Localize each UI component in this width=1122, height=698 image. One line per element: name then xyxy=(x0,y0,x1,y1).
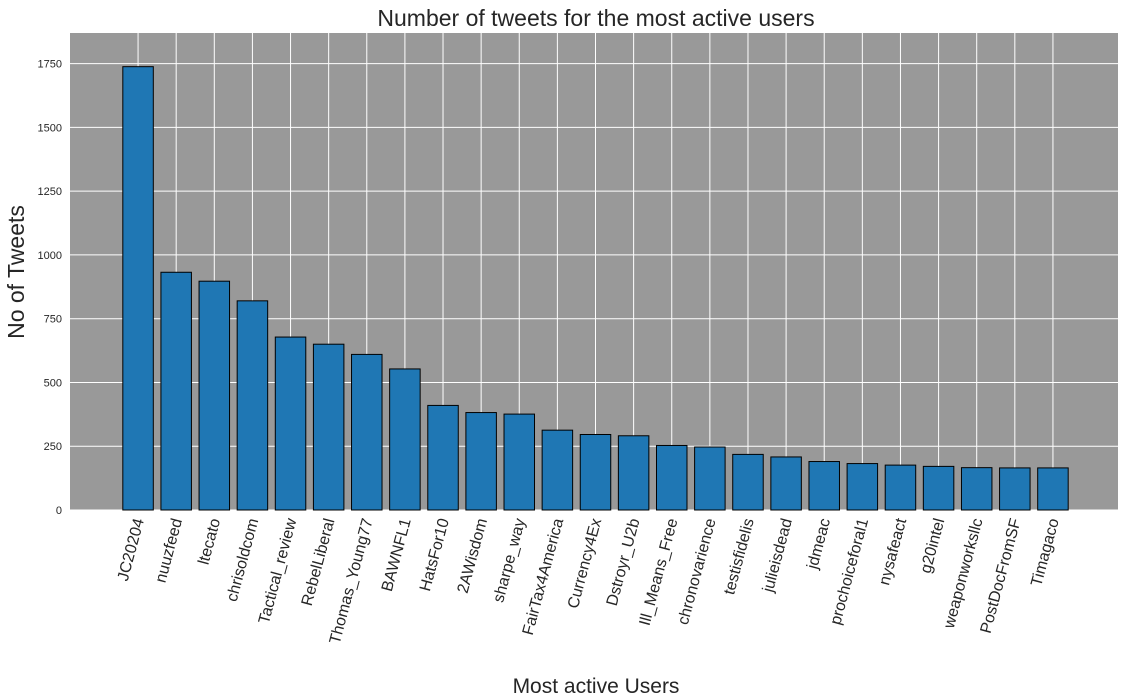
x-tick-label: chronovarience xyxy=(675,517,720,627)
bar xyxy=(922,465,955,511)
bar xyxy=(694,446,726,511)
x-tick-label: RebelLiberal xyxy=(299,517,339,608)
x-tick-label: chrisoldcom xyxy=(224,517,263,604)
chart-title: Number of tweets for the most active use… xyxy=(377,5,814,31)
bar xyxy=(312,343,345,511)
y-axis-label: No of Tweets xyxy=(3,205,29,339)
y-tick-label: 1250 xyxy=(38,186,62,198)
x-tick-label: FairTax4America xyxy=(520,517,568,637)
x-tick-label: nuuzfeed xyxy=(153,517,186,585)
x-tick-label: jdmeac xyxy=(804,517,834,572)
x-tick-label: sharpe_way xyxy=(490,517,529,605)
bar xyxy=(1037,467,1069,511)
x-tick-label: HatsFor10 xyxy=(417,517,453,594)
y-tick-label: 1000 xyxy=(38,250,62,262)
x-tick-label: PostDocFromSF xyxy=(978,516,1025,635)
x-tick-label: Currency4Ex xyxy=(565,517,605,611)
y-tick-label: 0 xyxy=(56,505,62,517)
bar xyxy=(122,66,154,511)
y-tick-label: 1500 xyxy=(38,122,62,134)
bar xyxy=(808,461,840,511)
bar xyxy=(160,271,192,511)
bar xyxy=(427,404,459,511)
bar xyxy=(198,280,231,511)
bar xyxy=(617,435,650,511)
bar xyxy=(236,300,269,511)
bar xyxy=(770,456,802,511)
x-axis-ticks: JC20204 nuuzfeed ltecato chrisoldcomTactica… xyxy=(115,516,1063,646)
x-tick-label: 2AWisdom xyxy=(455,517,491,596)
y-tick-label: 250 xyxy=(44,441,62,453)
x-tick-label: prochoiceforal1 xyxy=(827,517,872,627)
y-tick-label: 500 xyxy=(44,377,62,389)
bar xyxy=(846,463,879,511)
x-tick-label: BAWNFL1 xyxy=(379,517,415,594)
x-tick-label: ltecato xyxy=(196,517,225,567)
bar xyxy=(579,433,612,511)
x-axis-label: Most active Users xyxy=(513,675,680,698)
y-tick-label: 1750 xyxy=(38,59,62,71)
bar xyxy=(732,453,764,511)
x-tick-label: testisfidelis xyxy=(721,517,758,597)
x-tick-label: Dstroyr_U2b xyxy=(604,517,644,608)
x-tick-label: JC20204 xyxy=(115,517,148,583)
bar xyxy=(351,353,383,511)
bar xyxy=(503,413,536,511)
bar xyxy=(274,336,307,511)
bar xyxy=(999,467,1031,511)
x-tick-label: weaponworksllc xyxy=(941,517,987,631)
bar xyxy=(884,464,917,511)
bars xyxy=(122,66,1069,511)
y-tick-label: 750 xyxy=(44,314,62,326)
x-tick-label: Ill_Means_Free xyxy=(637,517,682,628)
x-tick-label: julieisdead xyxy=(760,517,796,595)
bar xyxy=(655,444,688,511)
x-tick-label: Tactical_review xyxy=(256,516,301,626)
bar xyxy=(465,412,497,511)
bar xyxy=(541,429,574,511)
bar xyxy=(960,467,993,511)
y-axis-ticks: 0 250 500 750 1000 1250 1500 1750 xyxy=(38,59,62,517)
x-tick-label: nysafeact xyxy=(876,516,910,587)
x-tick-label: g20intel xyxy=(918,517,949,576)
bar xyxy=(389,368,421,511)
x-tick-label: Timagaco xyxy=(1028,517,1062,589)
